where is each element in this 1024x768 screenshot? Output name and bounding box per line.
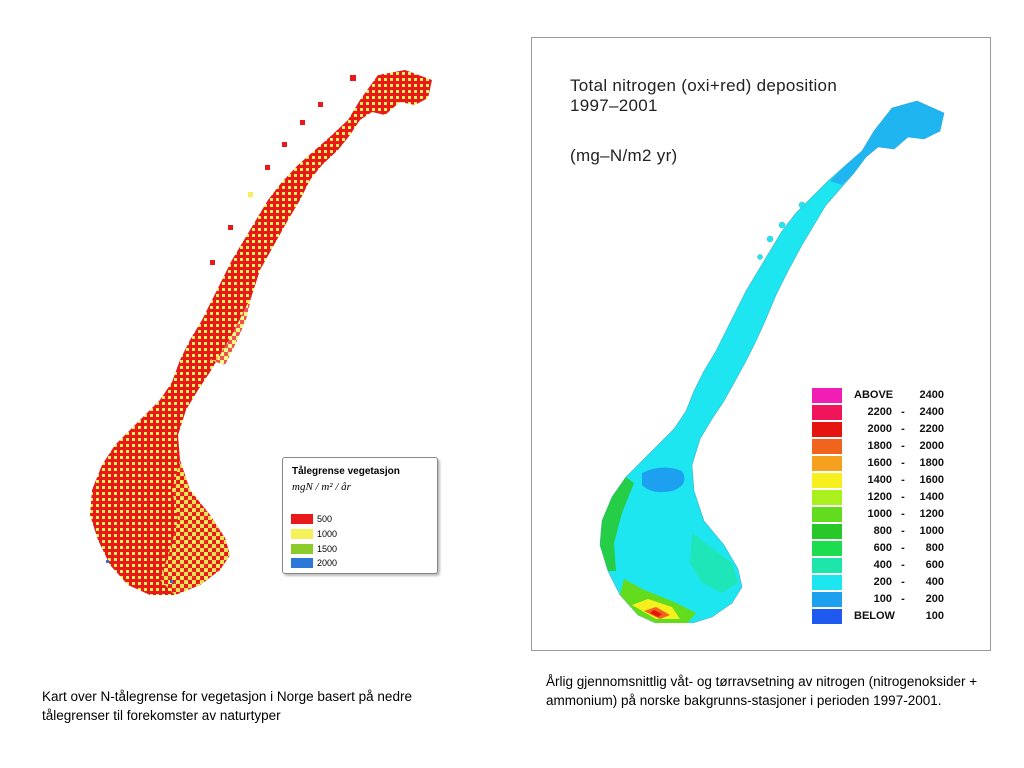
right-legend-item: 200-400 bbox=[812, 575, 982, 591]
swatch bbox=[291, 528, 313, 539]
swatch bbox=[812, 507, 842, 522]
swatch bbox=[291, 543, 313, 554]
right-legend-item: 2200-2400 bbox=[812, 405, 982, 421]
right-legend-item: BELOW 100 bbox=[812, 609, 982, 625]
left-legend-item: 1000 bbox=[291, 528, 337, 539]
swatch bbox=[812, 541, 842, 556]
critical-load-vegetation-map bbox=[90, 70, 432, 595]
right-legend-item: 600-800 bbox=[812, 541, 982, 557]
right-legend-item: 400-600 bbox=[812, 558, 982, 574]
left-legend-item: 500 bbox=[291, 513, 332, 524]
swatch bbox=[812, 456, 842, 471]
swatch bbox=[812, 558, 842, 573]
swatch bbox=[812, 473, 842, 488]
left-legend-item: 2000 bbox=[291, 557, 337, 568]
nitrogen-deposition-panel: Total nitrogen (oxi+red) deposition 1997… bbox=[531, 37, 991, 651]
swatch bbox=[812, 490, 842, 505]
swatch bbox=[812, 524, 842, 539]
swatch bbox=[812, 609, 842, 624]
right-title-line2: 1997–2001 bbox=[570, 96, 658, 115]
right-legend-item: ABOVE 2400 bbox=[812, 388, 982, 404]
right-legend-item: 1200-1400 bbox=[812, 490, 982, 506]
swatch bbox=[812, 405, 842, 420]
swatch bbox=[812, 592, 842, 607]
left-map-legend: Tålegrense vegetasjon mgN / m² / år 500 … bbox=[282, 457, 438, 574]
right-legend-item: 1600-1800 bbox=[812, 456, 982, 472]
right-legend-item: 1000-1200 bbox=[812, 507, 982, 523]
right-legend-item: 1800-2000 bbox=[812, 439, 982, 455]
left-caption: Kart over N-tålegrense for vegetasjon i … bbox=[42, 689, 412, 723]
right-legend-item: 100-200 bbox=[812, 592, 982, 608]
right-legend-item: 2000-2200 bbox=[812, 422, 982, 438]
right-title-line1: Total nitrogen (oxi+red) deposition bbox=[570, 76, 838, 95]
swatch bbox=[812, 388, 842, 403]
right-legend-item: 800-1000 bbox=[812, 524, 982, 540]
swatch bbox=[812, 439, 842, 454]
right-caption: Årlig gjennomsnittlig våt- og tørravsetn… bbox=[546, 674, 978, 708]
swatch bbox=[291, 557, 313, 568]
left-legend-title: Tålegrense vegetasjon bbox=[292, 466, 400, 477]
nitrogen-deposition-map bbox=[599, 100, 945, 623]
norway-shape-right bbox=[599, 100, 945, 623]
right-legend-item: 1400-1600 bbox=[812, 473, 982, 489]
swatch bbox=[812, 575, 842, 590]
left-legend-item: 1500 bbox=[291, 543, 337, 554]
left-legend-unit: mgN / m² / år bbox=[292, 481, 351, 493]
swatch bbox=[812, 422, 842, 437]
norway-shape-left bbox=[90, 70, 432, 595]
right-unit: (mg–N/m2 yr) bbox=[570, 146, 678, 165]
swatch bbox=[291, 513, 313, 524]
